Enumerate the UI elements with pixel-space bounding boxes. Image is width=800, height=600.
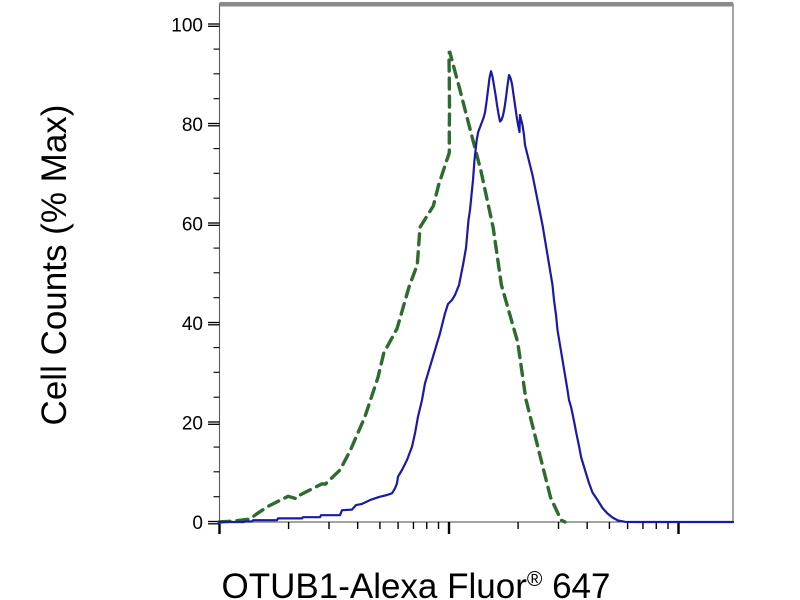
svg-text:Cell Counts (% Max): Cell Counts (% Max) <box>35 105 74 426</box>
svg-text:60: 60 <box>182 215 203 236</box>
svg-text:0: 0 <box>192 513 203 534</box>
svg-text:40: 40 <box>182 314 203 335</box>
svg-text:100: 100 <box>171 16 203 37</box>
svg-text:OTUB1-Alexa Fluor® 647: OTUB1-Alexa Fluor® 647 <box>222 567 611 600</box>
svg-text:20: 20 <box>182 414 203 435</box>
svg-text:80: 80 <box>182 115 203 136</box>
